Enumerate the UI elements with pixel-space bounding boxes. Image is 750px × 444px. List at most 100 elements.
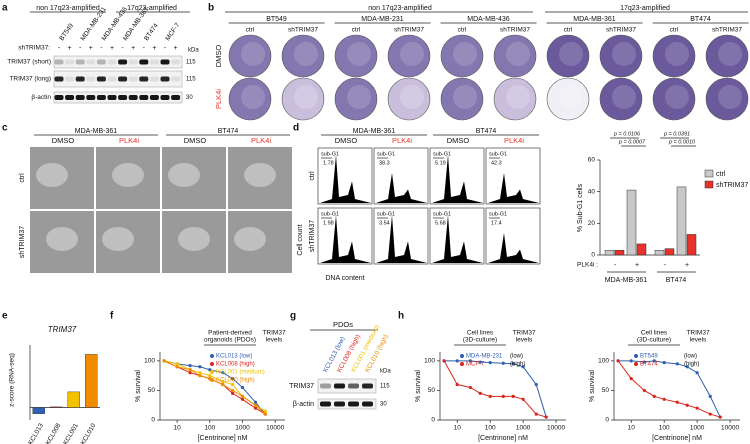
point <box>198 371 202 375</box>
bar <box>676 186 687 256</box>
point <box>521 397 525 401</box>
band <box>118 59 128 65</box>
point <box>253 400 258 404</box>
percentage: 1.78 <box>323 160 334 166</box>
band <box>348 383 359 389</box>
percentage: 5.68 <box>435 220 446 226</box>
band <box>320 383 331 389</box>
condition: ctrl <box>670 27 679 34</box>
axis-label: DNA content <box>325 275 364 282</box>
percentage: 38.3 <box>379 160 390 166</box>
bar <box>654 250 665 256</box>
point <box>253 403 258 407</box>
legend-label: MCF-7 <box>466 362 485 368</box>
header: TRIM37 <box>512 330 536 337</box>
plate <box>387 34 431 78</box>
band <box>362 401 373 407</box>
point <box>188 364 192 368</box>
plate <box>599 77 643 121</box>
legend-marker <box>210 370 214 374</box>
blot <box>317 398 377 410</box>
kda-marker: 115 <box>186 77 196 83</box>
y-tick-label: 100 <box>598 358 609 365</box>
histogram-frame <box>373 147 429 205</box>
percentage: 1.98 <box>323 220 334 226</box>
percentage: 5.19 <box>435 160 446 166</box>
point <box>662 397 666 401</box>
point <box>501 394 505 398</box>
micrograph-texture <box>168 163 200 187</box>
x-tick-label: 1000 <box>516 425 531 432</box>
kda-marker: 115 <box>186 60 196 66</box>
axis-label: [Centrinone] nM <box>478 435 528 442</box>
header: (3D-culture) <box>463 337 497 344</box>
panel-letter: g <box>290 311 296 322</box>
sign: - <box>664 262 667 269</box>
gate-label: sub-G1 <box>433 151 451 157</box>
band <box>86 59 96 65</box>
header: Cell lines <box>641 330 668 337</box>
band <box>107 76 117 82</box>
point <box>175 365 179 369</box>
point <box>468 385 472 390</box>
plate-texture <box>559 42 583 66</box>
sign: - <box>100 45 103 52</box>
y-tick-label: 50 <box>602 387 610 394</box>
point <box>175 362 179 366</box>
gate-label: sub-G1 <box>321 211 339 217</box>
group-label: BT474 <box>666 277 687 284</box>
band <box>75 76 85 82</box>
condition: ctrl <box>458 27 467 34</box>
band <box>96 76 106 82</box>
plate <box>387 77 431 121</box>
plate-texture <box>241 85 265 109</box>
sign: + <box>685 262 689 269</box>
treatment: DMSO <box>184 136 207 145</box>
plate <box>652 77 696 121</box>
point <box>263 409 267 413</box>
condition: shTRIM37 <box>394 27 424 34</box>
histogram-frame <box>429 147 485 205</box>
legend-label: KCL001 (medium) <box>216 370 265 376</box>
percentage: 17.4 <box>491 220 502 226</box>
plate-texture <box>453 42 477 66</box>
plate <box>334 77 378 121</box>
band <box>149 76 159 82</box>
band <box>65 76 75 82</box>
header: Cell lines <box>467 330 494 337</box>
band <box>139 95 149 100</box>
x-tick-label: KCL008 <box>45 422 63 444</box>
band <box>160 95 170 100</box>
band <box>54 76 64 82</box>
kda: kDa <box>188 48 199 54</box>
point <box>642 360 646 364</box>
x-tick-label: 10000 <box>266 425 284 432</box>
band <box>362 383 373 389</box>
x-tick-label: 10000 <box>547 425 565 432</box>
header: levels <box>516 337 533 344</box>
treatment: PLK4i <box>251 136 271 145</box>
legend-marker <box>210 354 214 358</box>
histogram <box>320 155 371 203</box>
band <box>334 401 345 407</box>
point <box>685 403 689 407</box>
cell-line: BT474 <box>476 128 497 135</box>
level-label: (high) <box>510 362 525 368</box>
row-label: PLK4i <box>214 89 223 109</box>
point <box>162 359 166 363</box>
plate-texture <box>718 85 742 109</box>
treatment: DMSO <box>335 136 358 145</box>
curve <box>163 360 266 415</box>
band <box>96 95 106 100</box>
panel-letter: f <box>110 311 114 322</box>
panel-letter: d <box>293 123 299 134</box>
point <box>675 362 679 366</box>
histogram <box>376 173 427 203</box>
gate-label: sub-G1 <box>489 151 507 157</box>
band <box>160 59 170 65</box>
histogram-frame <box>317 207 373 265</box>
cell-line: MDA-MB-231 <box>361 16 404 23</box>
point <box>652 359 656 363</box>
point <box>652 394 656 398</box>
micrograph-texture <box>178 227 210 251</box>
